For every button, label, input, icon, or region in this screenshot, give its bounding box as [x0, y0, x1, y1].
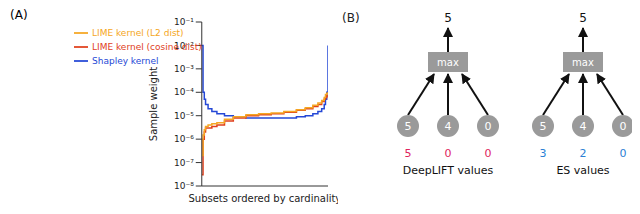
svg-text:10⁻²: 10⁻² — [174, 41, 194, 51]
svg-text:0: 0 — [445, 147, 452, 160]
svg-text:10⁻³: 10⁻³ — [174, 64, 194, 74]
svg-text:(B): (B) — [342, 11, 360, 25]
svg-text:max: max — [437, 57, 459, 68]
svg-text:5: 5 — [540, 120, 547, 133]
svg-text:10⁻⁵: 10⁻⁵ — [174, 111, 194, 121]
svg-text:0: 0 — [620, 120, 627, 133]
svg-text:10⁻⁸: 10⁻⁸ — [174, 181, 194, 191]
svg-text:0: 0 — [485, 120, 492, 133]
svg-text:4: 4 — [580, 120, 587, 133]
svg-text:Subsets ordered by cardinality: Subsets ordered by cardinality — [188, 193, 338, 204]
svg-text:4: 4 — [445, 120, 452, 133]
svg-text:5: 5 — [405, 147, 412, 160]
svg-text:5: 5 — [579, 11, 587, 25]
svg-text:max: max — [572, 57, 594, 68]
svg-text:10⁻¹: 10⁻¹ — [174, 17, 194, 27]
svg-text:0: 0 — [620, 147, 627, 160]
svg-text:5: 5 — [405, 120, 412, 133]
svg-text:Sample weight: Sample weight — [148, 67, 159, 141]
svg-text:5: 5 — [444, 11, 452, 25]
svg-text:DeepLIFT values: DeepLIFT values — [403, 164, 494, 177]
svg-text:10⁻⁴: 10⁻⁴ — [174, 87, 194, 97]
svg-text:3: 3 — [540, 147, 547, 160]
svg-text:0: 0 — [485, 147, 492, 160]
svg-text:ES values: ES values — [556, 164, 609, 177]
svg-text:10⁻⁶: 10⁻⁶ — [174, 134, 194, 144]
svg-text:2: 2 — [580, 147, 587, 160]
svg-text:10⁻⁷: 10⁻⁷ — [174, 158, 194, 168]
